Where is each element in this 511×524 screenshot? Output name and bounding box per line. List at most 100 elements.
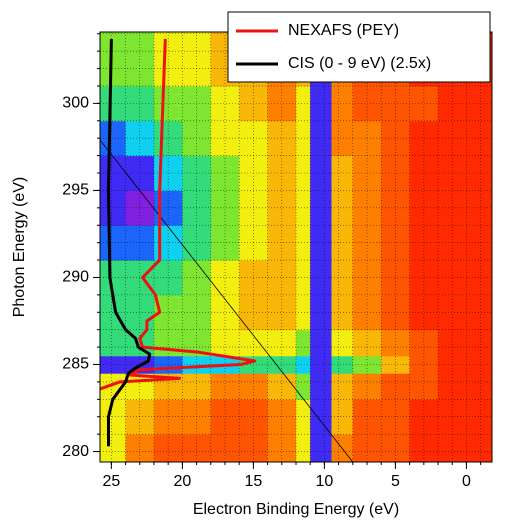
heatmap-cell	[100, 32, 127, 87]
heatmap-cell	[267, 85, 297, 122]
y-tick-label: 285	[62, 356, 89, 373]
heatmap-cell	[310, 434, 333, 463]
spectrum-line	[99, 38, 257, 391]
heatmap-cell	[267, 260, 297, 296]
y-tick-label: 295	[62, 182, 89, 199]
heatmap-cell	[296, 329, 311, 357]
x-tick-label: 10	[316, 473, 334, 490]
heatmap-cell	[331, 155, 354, 191]
heatmap-cell	[310, 373, 333, 400]
legend-label: NEXAFS (PEY)	[288, 22, 399, 39]
heatmap-cell	[310, 294, 333, 331]
heatmap-cell	[331, 225, 354, 261]
heatmap-cell	[210, 294, 240, 331]
heatmap-cell	[267, 329, 297, 357]
x-tick-label: 25	[102, 473, 120, 490]
heatmap-cell	[100, 355, 127, 374]
heatmap-cell	[438, 355, 493, 374]
heatmap-cell	[239, 329, 269, 357]
legend-box	[227, 11, 491, 83]
heatmap-cell	[438, 373, 493, 400]
heatmap-cell	[125, 120, 155, 157]
heatmap-cell	[310, 329, 333, 357]
x-tick-label: 5	[391, 473, 400, 490]
heatmap-cell	[153, 329, 183, 357]
y-tick-label: 290	[62, 269, 89, 286]
heatmap-cell	[438, 190, 493, 226]
heatmap-cell	[296, 85, 311, 122]
heatmap-cell	[331, 373, 354, 400]
heatmap-cell	[310, 155, 333, 191]
heatmap-cell	[310, 120, 333, 157]
heatmap-cell	[381, 190, 411, 226]
heatmap-cell	[438, 329, 493, 357]
heatmap-cell	[381, 294, 411, 331]
heatmap-cell	[210, 190, 240, 226]
heatmap-cell	[438, 85, 493, 122]
heatmap-cell	[331, 190, 354, 226]
legend-label: CIS (0 - 9 eV) (2.5x)	[288, 55, 431, 72]
heatmap-cell	[331, 260, 354, 296]
heatmap-cell	[267, 294, 297, 331]
heatmap-cell	[438, 260, 493, 296]
heatmap-cell	[331, 85, 354, 122]
heatmap-cell	[267, 355, 297, 374]
y-tick-label: 300	[62, 95, 89, 112]
heatmap-cell	[100, 329, 127, 357]
heatmap-cell	[182, 434, 212, 463]
heatmap-cell	[438, 225, 493, 261]
heatmap-cell	[210, 85, 240, 122]
heatmap-cell	[210, 434, 240, 463]
y-tick-label: 280	[62, 443, 89, 460]
heatmap-cell	[381, 434, 411, 463]
heatmap-cell	[381, 120, 411, 157]
heatmap-cell	[381, 260, 411, 296]
x-axis-label: Electron Binding Energy (eV)	[193, 501, 399, 518]
heatmap-cell	[296, 225, 311, 261]
heatmap-cell	[267, 434, 297, 463]
heatmap-cell	[100, 434, 127, 463]
heatmap-cell	[296, 355, 311, 374]
y-axis-label: Photon Energy (eV)	[11, 177, 28, 318]
x-tick-label: 0	[462, 473, 471, 490]
heatmap-cell	[125, 85, 155, 122]
heatmap-cell	[381, 329, 411, 357]
heatmap-cell	[352, 434, 382, 463]
heatmap-cell	[438, 399, 493, 435]
heatmap-cell	[438, 434, 493, 463]
heatmap-cell	[210, 120, 240, 157]
heatmap-cell	[267, 190, 297, 226]
heatmap-cell	[310, 260, 333, 296]
heatmap-cell	[438, 120, 493, 157]
heatmap-cell	[296, 260, 311, 296]
heatmap-cell	[331, 399, 354, 435]
heatmap-cell	[409, 329, 439, 357]
heatmap-cell	[210, 329, 240, 357]
heatmap-cell	[381, 85, 411, 122]
heatmap-cell	[296, 120, 311, 157]
heatmap-cell	[331, 355, 354, 374]
heatmap-cell	[267, 120, 297, 157]
heatmap-cell	[296, 155, 311, 191]
x-tick-label: 20	[173, 473, 191, 490]
heatmap-cell	[310, 190, 333, 226]
heatmap-cell	[125, 190, 155, 226]
heatmap-cell	[125, 434, 155, 463]
heatmap-cell	[438, 155, 493, 191]
heatmap-cell	[409, 434, 439, 463]
heatmap-cell	[310, 399, 333, 435]
spectrum-line	[107, 38, 152, 447]
heatmap-cell	[381, 355, 411, 374]
heatmap-cell	[296, 434, 311, 463]
heatmap-cell	[352, 329, 382, 357]
heatmap-cell	[153, 434, 183, 463]
heatmap-cell	[331, 329, 354, 357]
heatmap-cell	[296, 294, 311, 331]
cutoff-line	[99, 139, 354, 463]
heatmap-cell	[310, 85, 333, 122]
heatmap-cell	[310, 225, 333, 261]
heatmap-cell	[438, 294, 493, 331]
heatmap-cell	[331, 120, 354, 157]
x-tick-label: 15	[244, 473, 262, 490]
heatmap-cell	[296, 399, 311, 435]
